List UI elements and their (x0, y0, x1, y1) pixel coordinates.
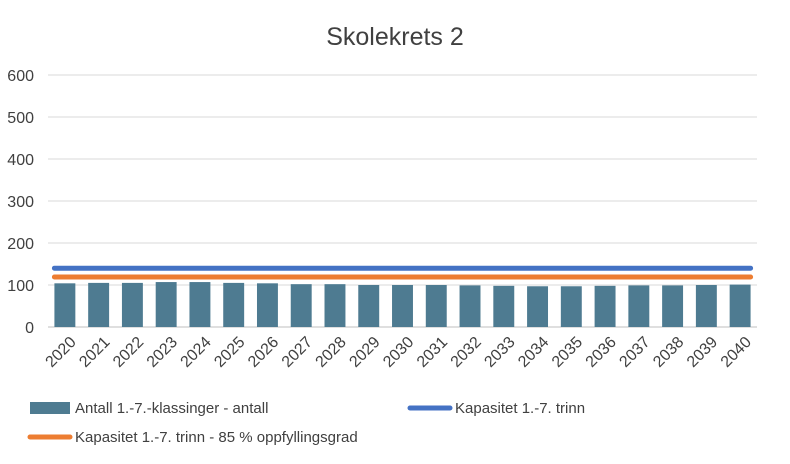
x-tick-label: 2025 (211, 334, 248, 371)
legend-label: Kapasitet 1.-7. trinn - 85 % oppfyllings… (75, 429, 358, 446)
x-tick-label: 2026 (245, 334, 282, 371)
x-tick-label: 2023 (144, 334, 181, 371)
x-tick-label: 2030 (380, 334, 417, 371)
bar (121, 282, 143, 327)
bar (628, 285, 650, 327)
y-tick-label: 300 (7, 194, 34, 211)
y-tick-label: 100 (7, 278, 34, 295)
y-tick-label: 600 (7, 68, 34, 85)
bar (223, 282, 245, 327)
x-tick-label: 2027 (279, 334, 316, 371)
x-tick-label: 2032 (448, 334, 485, 371)
x-tick-label: 2038 (650, 334, 687, 371)
x-tick-label: 2020 (43, 334, 80, 371)
bar (324, 284, 346, 327)
x-tick-label: 2024 (178, 334, 215, 371)
bar (54, 283, 76, 327)
bar (560, 286, 582, 327)
bar-series (54, 282, 751, 327)
y-tick-label: 0 (25, 320, 34, 337)
legend-label: Antall 1.-7.-klassinger - antall (75, 400, 268, 417)
bar (358, 285, 380, 327)
bar (290, 284, 312, 327)
bar (695, 285, 717, 327)
x-tick-label: 2034 (515, 334, 552, 371)
x-tick-label: 2033 (481, 334, 518, 371)
bar (493, 285, 515, 327)
x-tick-label: 2029 (346, 334, 383, 371)
legend: Antall 1.-7.-klassinger - antall Kapasite… (27, 400, 585, 446)
x-tick-label: 2022 (110, 334, 147, 371)
bar (459, 285, 481, 327)
x-tick-label: 2040 (718, 334, 755, 371)
y-tick-label: 200 (7, 236, 34, 253)
legend-swatch (30, 402, 70, 414)
x-axis: 2020202120222023202420252026202720282029… (43, 334, 755, 371)
legend-label: Kapasitet 1.-7. trinn (455, 400, 585, 417)
bar (527, 286, 549, 327)
bar (88, 282, 110, 327)
line-series (51, 265, 754, 280)
x-tick-label: 2037 (616, 334, 653, 371)
x-tick-label: 2028 (313, 334, 350, 371)
bar (594, 285, 616, 327)
x-tick-label: 2021 (76, 334, 113, 371)
bar (392, 285, 413, 327)
bar (155, 282, 177, 327)
x-tick-label: 2036 (583, 334, 620, 371)
bar (425, 285, 447, 327)
x-tick-label: 2035 (549, 334, 586, 371)
bar (189, 282, 211, 327)
y-tick-label: 500 (7, 110, 34, 127)
bar (256, 283, 278, 327)
x-tick-label: 2031 (414, 334, 451, 371)
chart-title: Skolekrets 2 (326, 23, 464, 51)
y-axis: 0 100 200 300 400 500 600 (7, 68, 34, 337)
x-tick-label: 2039 (684, 334, 721, 371)
bar (662, 285, 684, 327)
bar (729, 284, 751, 327)
y-tick-label: 400 (7, 152, 34, 169)
